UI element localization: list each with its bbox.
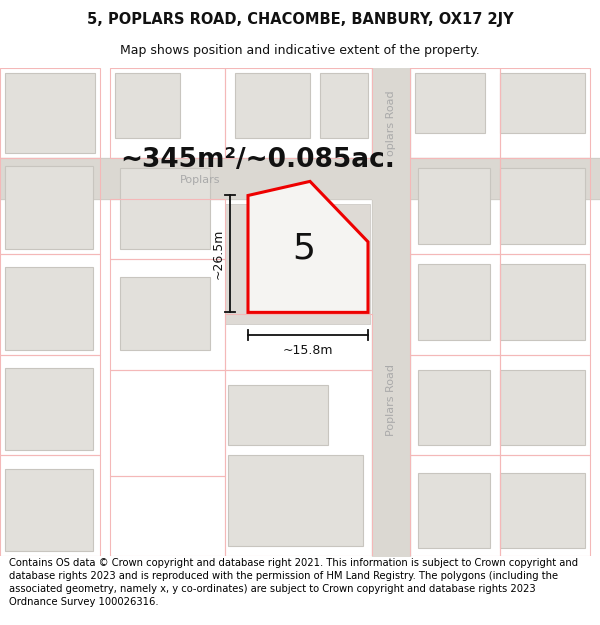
Bar <box>5 267 93 349</box>
Text: oplars Road: oplars Road <box>386 90 396 156</box>
Bar <box>5 166 93 249</box>
Bar <box>418 168 490 244</box>
Bar <box>320 72 368 138</box>
Bar <box>5 368 93 451</box>
Bar <box>225 204 370 324</box>
Text: 5, POPLARS ROAD, CHACOMBE, BANBURY, OX17 2JY: 5, POPLARS ROAD, CHACOMBE, BANBURY, OX17… <box>86 12 514 27</box>
Bar <box>5 72 95 153</box>
Bar <box>228 456 363 546</box>
Text: 5: 5 <box>292 232 315 266</box>
Bar <box>235 72 310 138</box>
Bar <box>120 277 210 349</box>
Bar <box>415 72 485 133</box>
Bar <box>228 385 328 446</box>
Bar <box>120 168 210 249</box>
Text: Contains OS data © Crown copyright and database right 2021. This information is : Contains OS data © Crown copyright and d… <box>9 558 578 608</box>
Bar <box>500 370 585 446</box>
Text: ~26.5m: ~26.5m <box>212 229 224 279</box>
Bar <box>115 72 180 138</box>
Text: Poplars: Poplars <box>180 176 220 186</box>
Bar <box>418 472 490 548</box>
Polygon shape <box>248 181 368 312</box>
Bar <box>500 168 585 244</box>
Bar <box>500 472 585 548</box>
Bar <box>500 264 585 339</box>
Text: Map shows position and indicative extent of the property.: Map shows position and indicative extent… <box>120 44 480 57</box>
Text: ~15.8m: ~15.8m <box>283 344 333 357</box>
Bar <box>5 469 93 551</box>
Text: ~345m²/~0.085ac.: ~345m²/~0.085ac. <box>120 148 395 173</box>
Bar <box>418 370 490 446</box>
Text: Poplars Road: Poplars Road <box>386 364 396 436</box>
Bar <box>418 264 490 339</box>
Bar <box>500 72 585 133</box>
